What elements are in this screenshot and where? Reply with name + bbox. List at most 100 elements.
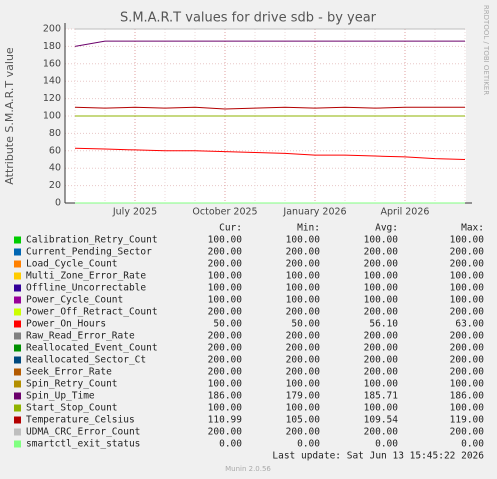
y-tick-label: 180 bbox=[43, 41, 61, 52]
stat-value: 100.00 bbox=[450, 403, 485, 414]
legend-label: UDMA_CRC_Error_Count bbox=[26, 427, 140, 438]
stat-value: 200.00 bbox=[364, 355, 399, 366]
series-line bbox=[74, 147, 466, 160]
stat-value: 200.00 bbox=[450, 355, 485, 366]
stat-value: 200.00 bbox=[208, 343, 243, 354]
stat-value: 105.00 bbox=[286, 415, 321, 426]
stat-value: 50.00 bbox=[291, 319, 320, 330]
legend-label: Raw_Read_Error_Rate bbox=[26, 331, 135, 342]
y-tick-label: 0 bbox=[55, 198, 61, 209]
chart-title: S.M.A.R.T values for drive sdb - by year bbox=[120, 11, 377, 26]
y-tick-label: 120 bbox=[43, 93, 61, 104]
stat-value: 200.00 bbox=[364, 259, 399, 270]
stat-value: 200.00 bbox=[208, 259, 243, 270]
x-tick-label: January 2026 bbox=[282, 207, 346, 218]
legend-label: Start_Stop_Count bbox=[26, 403, 118, 414]
stat-value: 200.00 bbox=[364, 247, 399, 258]
stat-value: 100.00 bbox=[286, 295, 321, 306]
legend-swatch bbox=[14, 392, 21, 400]
stat-value: 100.00 bbox=[208, 295, 243, 306]
stat-value: 200.00 bbox=[364, 331, 399, 342]
legend-swatch bbox=[14, 236, 21, 244]
y-tick-label: 40 bbox=[49, 163, 61, 174]
legend-label: Load_Cycle_Count bbox=[26, 259, 118, 270]
stat-value: 185.71 bbox=[364, 391, 399, 402]
legend-label: Calibration_Retry_Count bbox=[26, 235, 158, 246]
series-line bbox=[74, 106, 465, 110]
legend-swatch bbox=[14, 296, 21, 304]
legend-label: Reallocated_Event_Count bbox=[26, 343, 158, 354]
stat-value: 200.00 bbox=[450, 307, 485, 318]
stat-value: 100.00 bbox=[208, 403, 243, 414]
y-tick-label: 60 bbox=[49, 145, 61, 156]
stat-value: 100.00 bbox=[450, 379, 485, 390]
legend-swatch bbox=[14, 416, 21, 424]
stat-value: 200.00 bbox=[208, 355, 243, 366]
stat-value: 100.00 bbox=[286, 403, 321, 414]
stat-value: 200.00 bbox=[286, 343, 321, 354]
stat-header: Min: bbox=[297, 223, 320, 234]
legend-swatch bbox=[14, 284, 21, 292]
legend-label: Offline_Uncorrectable bbox=[26, 283, 146, 294]
legend-swatch bbox=[14, 332, 21, 340]
stat-value: 100.00 bbox=[364, 283, 399, 294]
watermark: RRDTOOL / TOBI OETIKER bbox=[482, 5, 490, 95]
legend-swatch bbox=[14, 440, 21, 448]
legend-swatch bbox=[14, 320, 21, 328]
stat-value: 200.00 bbox=[286, 307, 321, 318]
stat-header: Max: bbox=[461, 223, 484, 234]
stat-value: 200.00 bbox=[208, 427, 243, 438]
stat-value: 100.00 bbox=[208, 235, 243, 246]
legend-swatch bbox=[14, 308, 21, 316]
stat-value: 200.00 bbox=[450, 259, 485, 270]
stat-value: 119.00 bbox=[450, 415, 485, 426]
stat-header: Cur: bbox=[219, 223, 242, 234]
stat-value: 200.00 bbox=[450, 331, 485, 342]
stat-value: 56.10 bbox=[369, 319, 398, 330]
legend-label: Seek_Error_Rate bbox=[26, 367, 112, 378]
stat-value: 200.00 bbox=[450, 367, 485, 378]
stat-value: 100.00 bbox=[364, 379, 399, 390]
stat-value: 200.00 bbox=[364, 307, 399, 318]
stat-value: 186.00 bbox=[208, 391, 243, 402]
stat-value: 200.00 bbox=[364, 343, 399, 354]
legend-label: Current_Pending_Sector bbox=[26, 247, 152, 258]
stat-value: 200.00 bbox=[286, 367, 321, 378]
legend-label: Power_Off_Retract_Count bbox=[26, 307, 158, 318]
stat-value: 100.00 bbox=[364, 295, 399, 306]
stat-value: 100.00 bbox=[286, 235, 321, 246]
x-tick-label: April 2026 bbox=[381, 207, 430, 218]
legend-swatch bbox=[14, 356, 21, 364]
stat-value: 100.00 bbox=[286, 271, 321, 282]
stat-value: 100.00 bbox=[450, 283, 485, 294]
stat-value: 200.00 bbox=[364, 427, 399, 438]
stat-value: 63.00 bbox=[455, 319, 484, 330]
stat-value: 100.00 bbox=[208, 271, 243, 282]
legend-label: Reallocated_Sector_Ct bbox=[26, 355, 146, 366]
legend-swatch bbox=[14, 428, 21, 436]
stat-value: 110.99 bbox=[208, 415, 243, 426]
stat-value: 200.00 bbox=[450, 427, 485, 438]
stat-value: 50.00 bbox=[213, 319, 242, 330]
stat-value: 200.00 bbox=[450, 247, 485, 258]
stat-value: 0.00 bbox=[375, 439, 398, 450]
stat-value: 109.54 bbox=[364, 415, 399, 426]
legend-swatch bbox=[14, 344, 21, 352]
stat-value: 186.00 bbox=[450, 391, 485, 402]
stat-value: 100.00 bbox=[208, 379, 243, 390]
stat-value: 200.00 bbox=[208, 247, 243, 258]
y-tick-label: 160 bbox=[43, 58, 61, 69]
legend-swatch bbox=[14, 368, 21, 376]
stat-value: 100.00 bbox=[364, 271, 399, 282]
x-tick-label: October 2025 bbox=[192, 207, 257, 218]
stat-value: 100.00 bbox=[208, 283, 243, 294]
stat-header: Avg: bbox=[375, 223, 398, 234]
stat-value: 200.00 bbox=[286, 355, 321, 366]
stat-value: 200.00 bbox=[286, 427, 321, 438]
stat-value: 100.00 bbox=[450, 271, 485, 282]
stat-value: 200.00 bbox=[208, 307, 243, 318]
legend-swatch bbox=[14, 380, 21, 388]
stat-value: 0.00 bbox=[461, 439, 484, 450]
stat-value: 179.00 bbox=[286, 391, 321, 402]
legend-label: Spin_Retry_Count bbox=[26, 379, 118, 390]
